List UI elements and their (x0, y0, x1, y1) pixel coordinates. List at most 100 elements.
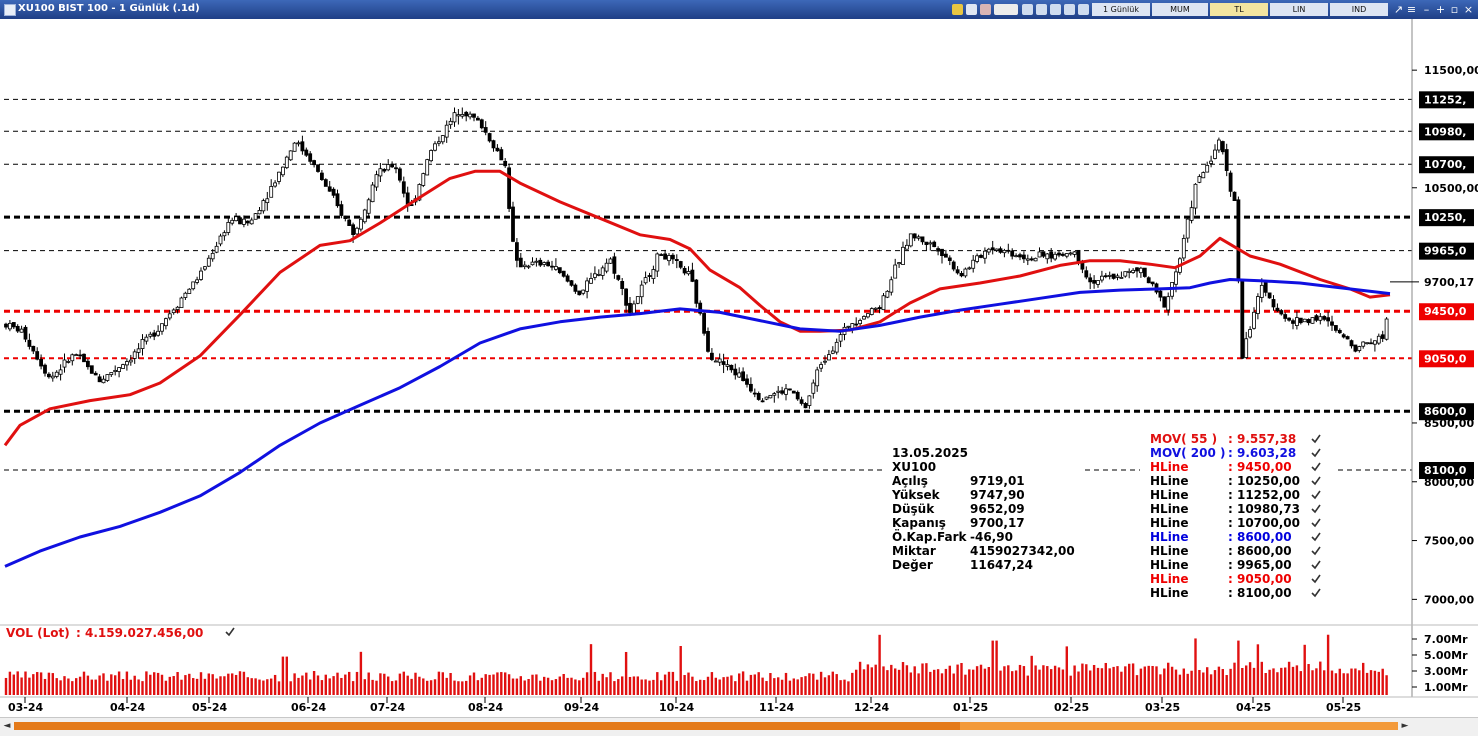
volume-bar-269 (1053, 665, 1057, 695)
volume-bar-116 (457, 681, 460, 695)
candle-body-64 (253, 213, 258, 220)
volume-bar-17 (71, 681, 74, 695)
candle-body-320 (1252, 311, 1256, 329)
candle-body-164 (643, 277, 648, 284)
legend-check-icon-4 (1311, 490, 1321, 500)
volume-bar-185 (726, 676, 729, 695)
chart-type-button[interactable]: MUM (1152, 3, 1208, 16)
minimize-icon[interactable]: – (1423, 3, 1430, 16)
candle-body-257 (1006, 249, 1011, 252)
legend-name-5: HLine (1150, 502, 1188, 516)
volume-bar-165 (648, 680, 651, 695)
scroll-left-icon[interactable]: ◄ (3, 721, 11, 731)
volume-bar-23 (94, 679, 97, 695)
volume-bar-253 (991, 640, 994, 695)
toolbar-icon-3[interactable] (980, 4, 991, 15)
volume-bar-307 (1202, 672, 1205, 695)
legend-name-6: HLine (1150, 516, 1188, 530)
volume-bar-54 (215, 678, 218, 695)
legend-value-1: : 9.603,28 (1228, 446, 1296, 460)
pin-icon[interactable]: ↗ (1393, 3, 1404, 16)
toolbar-icon-8[interactable] (1064, 4, 1075, 15)
candle-body-305 (1193, 183, 1198, 209)
volume-bar-85 (336, 672, 339, 695)
volume-bar-231 (905, 665, 909, 695)
candle-body-70 (277, 171, 281, 182)
volume-bar-153 (601, 673, 604, 695)
close-icon[interactable]: × (1463, 3, 1474, 16)
toolbar-icon-4[interactable] (994, 4, 1018, 15)
volume-bar-31 (125, 671, 129, 695)
legend-check-icon-7 (1311, 532, 1321, 542)
candle-body-270 (1057, 252, 1061, 256)
volume-bar-64 (254, 678, 257, 695)
chart-area[interactable]: 11500,00 10500,00 8500,00 8000,00 7500,00 700… (0, 19, 1478, 717)
candle-body-156 (612, 256, 617, 274)
scroll-right-icon[interactable]: ► (1401, 721, 1409, 731)
restore-icon[interactable]: ▫ (1450, 3, 1459, 16)
volume-bar-338 (1323, 670, 1326, 695)
candle-body-339 (1326, 317, 1330, 322)
volume-bar-324 (1268, 669, 1271, 695)
volume-bar-155 (609, 672, 612, 695)
toolbar-icon-7[interactable] (1050, 4, 1061, 15)
toolbar-icon-2[interactable] (966, 4, 977, 15)
toolbar-icon-6[interactable] (1036, 4, 1047, 15)
candle-body-240 (940, 248, 944, 257)
scroll-track[interactable] (14, 722, 1398, 730)
volume-bar-255 (999, 670, 1002, 695)
scale-button[interactable]: LIN (1270, 3, 1328, 16)
volume-bar-4 (20, 677, 23, 695)
candle-body-61 (241, 218, 246, 225)
interval-button[interactable]: 1 Günlük (1092, 3, 1150, 16)
candle-body-134 (526, 265, 531, 268)
candle-body-145 (569, 280, 574, 286)
volume-bar-227 (890, 664, 893, 695)
volume-bar-206 (808, 673, 811, 695)
candle-body-277 (1084, 270, 1089, 278)
legend-name-8: HLine (1150, 544, 1188, 558)
candle-body-40 (160, 323, 164, 332)
indicator-button[interactable]: IND (1330, 3, 1388, 16)
volume-bar-293 (1147, 665, 1150, 695)
candle-body-179 (702, 313, 706, 334)
candle-body-293 (1146, 277, 1151, 284)
volume-bar-3 (16, 671, 19, 695)
candle-body-166 (651, 269, 656, 280)
volume-bar-125 (492, 674, 495, 695)
info-value-6: 11647,24 (970, 558, 1033, 572)
volume-bar-249 (975, 666, 979, 695)
candle-body-201 (788, 388, 792, 391)
volume-bar-30 (121, 679, 125, 695)
volume-bar-222 (870, 667, 873, 695)
candle-body-317 (1240, 280, 1245, 359)
candle-body-31 (125, 361, 129, 366)
candle-body-18 (74, 354, 79, 357)
window-menu-icon[interactable] (4, 4, 16, 16)
candle-body-261 (1022, 254, 1026, 260)
candle-body-6 (27, 339, 32, 347)
toolbar-icon-5[interactable] (1022, 4, 1033, 15)
volume-bar-22 (90, 679, 93, 695)
maximize-icon[interactable]: + (1435, 3, 1446, 16)
volume-bar-76 (301, 675, 304, 695)
volume-bar-186 (730, 675, 733, 695)
volume-bar-187 (734, 681, 737, 695)
scroll-thumb[interactable] (960, 722, 1398, 730)
settings-icon[interactable]: ≡ (1406, 3, 1417, 16)
toolbar-icon-9[interactable] (1078, 4, 1089, 15)
candle-body-133 (522, 264, 527, 268)
candle-body-89 (351, 224, 356, 235)
volume-bar-147 (578, 680, 581, 695)
volume-bar-327 (1280, 667, 1283, 695)
info-date: 13.05.2025 (892, 446, 968, 460)
candle-body-93 (366, 199, 371, 214)
volume-bar-68 (270, 678, 273, 695)
toolbar-icon-1[interactable] (952, 4, 963, 15)
time-scrollbar[interactable]: ◄ ► (0, 717, 1478, 736)
volume-bar-122 (480, 677, 483, 695)
volume-bar-52 (207, 673, 210, 695)
currency-button[interactable]: TL (1210, 3, 1268, 16)
candle-body-78 (308, 153, 313, 162)
